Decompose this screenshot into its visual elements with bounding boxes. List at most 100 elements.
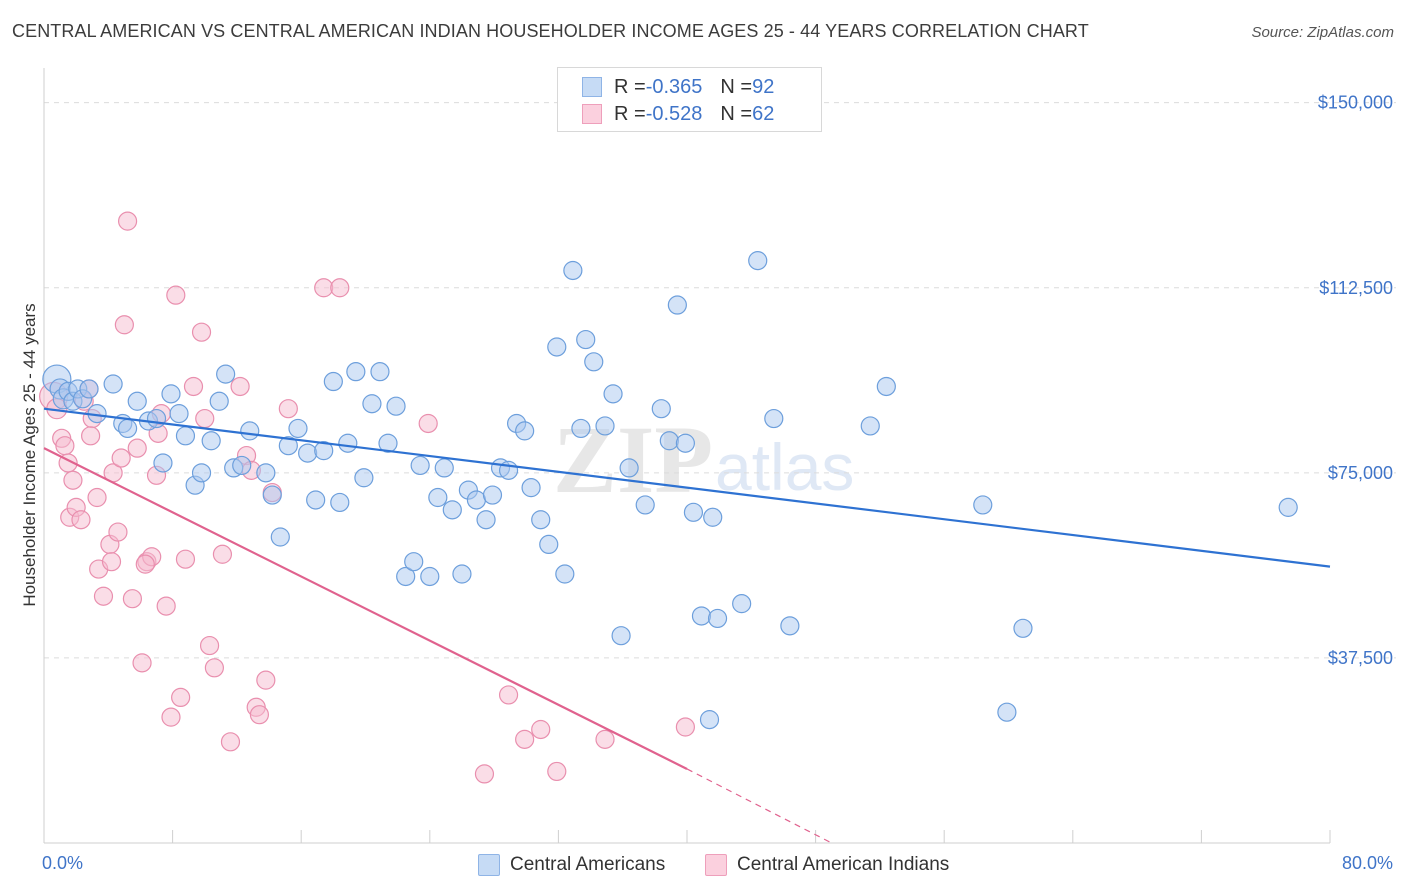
central-americans-point — [346, 362, 366, 382]
central-american-indians-point — [314, 278, 334, 298]
central-americans-point — [298, 443, 318, 463]
central-americans-point — [732, 594, 752, 614]
central-americans-point — [555, 564, 575, 584]
central-american-indians-point — [111, 448, 131, 468]
central-american-indians-point — [81, 426, 101, 446]
central-americans-points — [42, 251, 1298, 730]
central-american-indians-point — [278, 399, 298, 419]
watermark: ZIP atlas — [553, 406, 854, 513]
central-americans-point — [169, 404, 189, 424]
central-americans-point — [707, 608, 728, 629]
legend-r-value: -0.528 — [645, 102, 703, 125]
trend-lines — [43, 407, 1331, 844]
bottom-legend-swatch-pink — [705, 854, 727, 876]
central-american-indians-point — [595, 729, 615, 749]
central-americans-point — [683, 502, 704, 522]
legend-swatch-blue — [582, 77, 602, 97]
central-americans-point — [434, 458, 454, 478]
central-american-indians-point — [531, 719, 551, 740]
central-americans-point — [547, 337, 567, 357]
central-americans-point — [703, 507, 723, 527]
central-american-indians-point — [212, 544, 233, 564]
central-americans-point — [482, 485, 503, 505]
bottom-legend-central-american-indians: Central American Indians — [705, 851, 949, 879]
central-americans-point — [876, 376, 896, 397]
central-americans-point — [175, 426, 196, 446]
central-americans-point — [330, 492, 350, 513]
central-american-indians-point — [55, 436, 75, 456]
central-american-indians-trend-line — [43, 447, 688, 770]
central-americans-point — [306, 490, 326, 510]
source-credit: Source: ZipAtlas.com — [1251, 24, 1394, 41]
central-americans-point — [117, 418, 138, 439]
central-american-indians-point — [101, 552, 122, 572]
central-american-indians-point — [330, 278, 350, 298]
y-tick-label: $37,500 — [1328, 648, 1393, 668]
central-american-indians-point — [498, 685, 519, 705]
central-americans-point — [576, 329, 596, 350]
central-americans-point — [571, 418, 591, 439]
central-american-indians-point — [547, 761, 567, 782]
legend-n-label: N = — [720, 102, 753, 125]
legend-n-value: 62 — [752, 102, 775, 125]
central-americans-point — [659, 431, 679, 451]
central-americans-point — [146, 408, 167, 429]
central-americans-point — [1013, 618, 1033, 638]
central-american-indians-point — [199, 635, 220, 656]
central-american-indians-point — [127, 438, 147, 458]
central-americans-point — [699, 710, 720, 730]
central-americans-point — [611, 626, 631, 646]
central-americans-point — [410, 455, 430, 476]
chart-title: CENTRAL AMERICAN VS CENTRAL AMERICAN IND… — [12, 21, 1089, 41]
central-americans-point — [216, 364, 236, 384]
legend: R = -0.365 N = 92 R = -0.528 N = 62 — [557, 67, 822, 132]
central-american-indians-point — [93, 586, 114, 606]
central-american-indians-point — [204, 658, 224, 678]
bottom-legend-label: Central American Indians — [737, 854, 950, 875]
y-tick-label: $150,000 — [1318, 93, 1393, 113]
central-american-indians-point — [63, 470, 83, 490]
central-americans-point — [635, 495, 655, 515]
axes — [43, 68, 1331, 844]
central-americans-point — [997, 702, 1017, 722]
central-american-indians-point — [195, 408, 215, 429]
central-americans-point — [370, 362, 390, 382]
central-americans-point — [338, 433, 358, 453]
central-americans-point — [191, 463, 212, 483]
central-americans-point — [780, 616, 800, 636]
central-americans-point — [667, 295, 687, 315]
central-americans-point — [452, 564, 472, 584]
central-americans-point — [323, 371, 343, 392]
central-americans-point — [860, 416, 880, 436]
central-american-indians-point — [171, 687, 191, 708]
central-american-indians-point — [132, 653, 152, 673]
central-americans-point — [442, 500, 462, 520]
central-american-indians-point — [156, 596, 176, 616]
tick-labels: $37,500 $75,000 $112,500 $150,000 0.0% 80.0% — [42, 93, 1393, 873]
legend-r-label: R = — [614, 75, 646, 98]
central-americans-point — [973, 495, 993, 515]
central-american-indians-point — [256, 670, 276, 690]
central-americans-trend-line — [43, 407, 1331, 568]
central-americans-point — [278, 436, 298, 456]
y-tick-label: $75,000 — [1328, 463, 1393, 483]
central-american-indians-point — [87, 487, 107, 508]
central-american-indians-point — [474, 764, 495, 784]
central-american-indians-point — [183, 376, 204, 397]
central-american-indians-point — [675, 717, 695, 737]
central-americans-point — [161, 384, 181, 404]
central-american-indians-point — [108, 522, 128, 542]
central-americans-point — [691, 606, 712, 626]
central-americans-point — [404, 552, 424, 572]
bottom-legend-central-americans: Central Americans — [478, 851, 665, 879]
central-american-indians-point — [191, 322, 212, 342]
central-americans-point — [270, 527, 290, 547]
central-americans-point — [396, 566, 416, 587]
bottom-legend-label: Central Americans — [510, 854, 666, 875]
legend-swatch-pink — [582, 104, 602, 124]
central-american-indians-point — [249, 705, 270, 725]
central-americans-point — [1278, 497, 1298, 517]
central-americans-point — [153, 453, 173, 473]
central-americans-point — [428, 487, 448, 508]
